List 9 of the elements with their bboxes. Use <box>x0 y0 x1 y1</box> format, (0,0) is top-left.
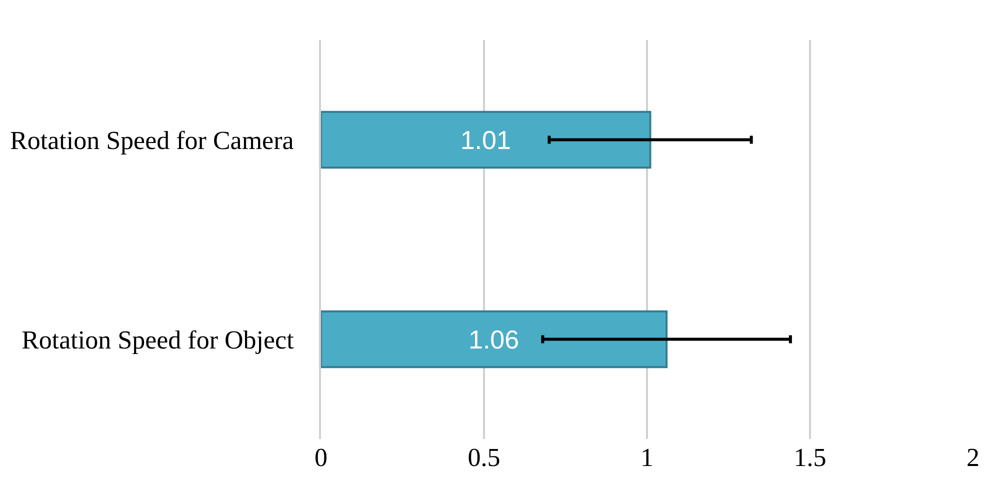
x-tick-label: 1.5 <box>794 443 826 472</box>
x-tick-label: 1 <box>640 443 654 472</box>
data-label: 1.06 <box>468 324 520 354</box>
y-tick-label: Rotation Speed for Object <box>22 325 295 354</box>
data-label: 1.01 <box>460 124 511 155</box>
x-tick-label: 2 <box>966 443 980 472</box>
x-tick-label: 0 <box>314 443 328 472</box>
x-tick-label: 0.5 <box>468 443 500 472</box>
y-tick-label: Rotation Speed for Camera <box>10 126 294 155</box>
